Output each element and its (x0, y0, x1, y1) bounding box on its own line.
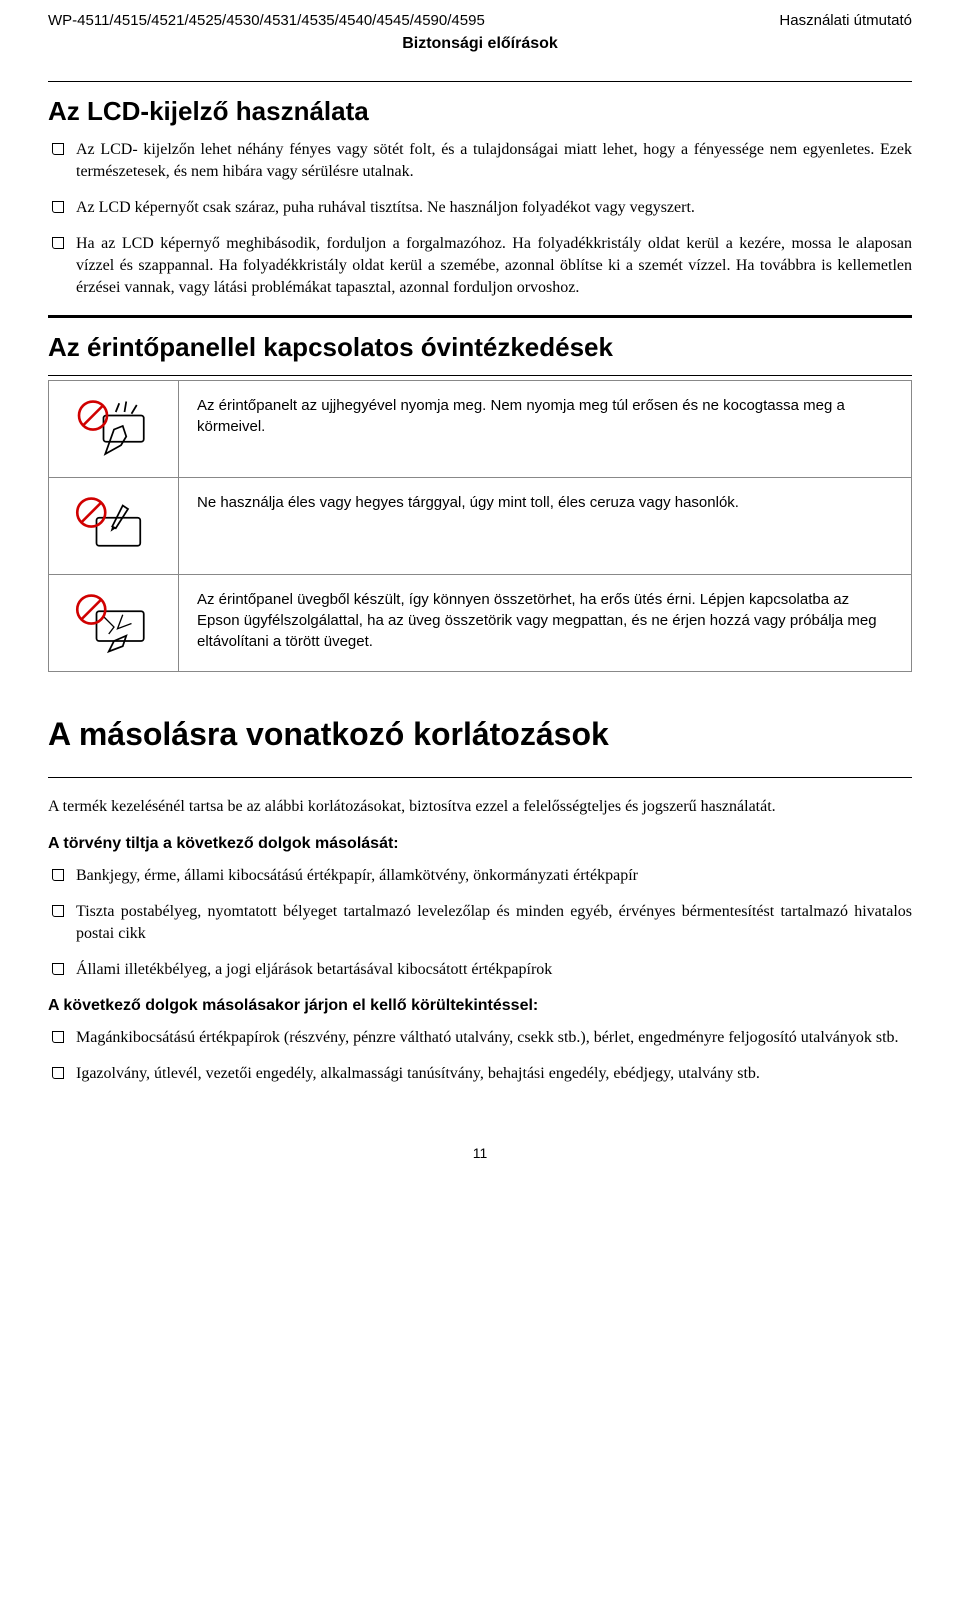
list-item: Igazolvány, útlevél, vezetői engedély, a… (48, 1063, 912, 1085)
warning-icon-cell (49, 381, 179, 478)
warning-table: Az érintőpanelt az ujjhegyével nyomja me… (48, 380, 912, 672)
list-item: Magánkibocsátású értékpapírok (részvény,… (48, 1027, 912, 1049)
page-number: 11 (48, 1145, 912, 1161)
manual-label: Használati útmutató (779, 12, 912, 29)
model-line: WP-4511/4515/4521/4525/4530/4531/4535/45… (48, 12, 485, 29)
list-item: Ha az LCD képernyő meghibásodik, fordulj… (48, 233, 912, 299)
table-row: Az érintőpanel üvegből készült, így könn… (49, 575, 912, 672)
caution-list: Magánkibocsátású értékpapírok (részvény,… (48, 1027, 912, 1085)
law-list: Bankjegy, érme, állami kibocsátású érték… (48, 865, 912, 981)
copy-heading: A másolásra vonatkozó korlátozások (48, 716, 912, 753)
warning-text: Ne használja éles vagy hegyes tárggyal, … (179, 478, 912, 575)
no-broken-glass-icon (69, 585, 159, 655)
lcd-list: Az LCD- kijelzőn lehet néhány fényes vag… (48, 139, 912, 299)
no-sharp-icon (69, 488, 159, 558)
table-row: Ne használja éles vagy hegyes tárggyal, … (49, 478, 912, 575)
page-header: WP-4511/4515/4521/4525/4530/4531/4535/45… (48, 12, 912, 29)
table-row: Az érintőpanelt az ujjhegyével nyomja me… (49, 381, 912, 478)
copy-intro: A termék kezelésénél tartsa be az alábbi… (48, 796, 912, 818)
warning-text: Az érintőpanelt az ujjhegyével nyomja me… (179, 381, 912, 478)
divider (48, 81, 912, 82)
divider-thick (48, 315, 912, 318)
list-item: Az LCD képernyőt csak száraz, puha ruháv… (48, 197, 912, 219)
warning-icon-cell (49, 478, 179, 575)
law-heading: A törvény tiltja a következő dolgok máso… (48, 835, 912, 853)
caution-heading: A következő dolgok másolásakor járjon el… (48, 997, 912, 1015)
touch-heading: Az érintőpanellel kapcsolatos óvintézked… (48, 332, 912, 363)
list-item: Bankjegy, érme, állami kibocsátású érték… (48, 865, 912, 887)
warning-text: Az érintőpanel üvegből készült, így könn… (179, 575, 912, 672)
list-item: Tiszta postabélyeg, nyomtatott bélyeget … (48, 901, 912, 945)
list-item: Az LCD- kijelzőn lehet néhány fényes vag… (48, 139, 912, 183)
list-item: Állami illetékbélyeg, a jogi eljárások b… (48, 959, 912, 981)
lcd-heading: Az LCD-kijelző használata (48, 96, 912, 127)
section-subtitle: Biztonsági előírások (48, 35, 912, 53)
divider (48, 375, 912, 376)
warning-icon-cell (49, 575, 179, 672)
no-force-icon (69, 391, 159, 461)
